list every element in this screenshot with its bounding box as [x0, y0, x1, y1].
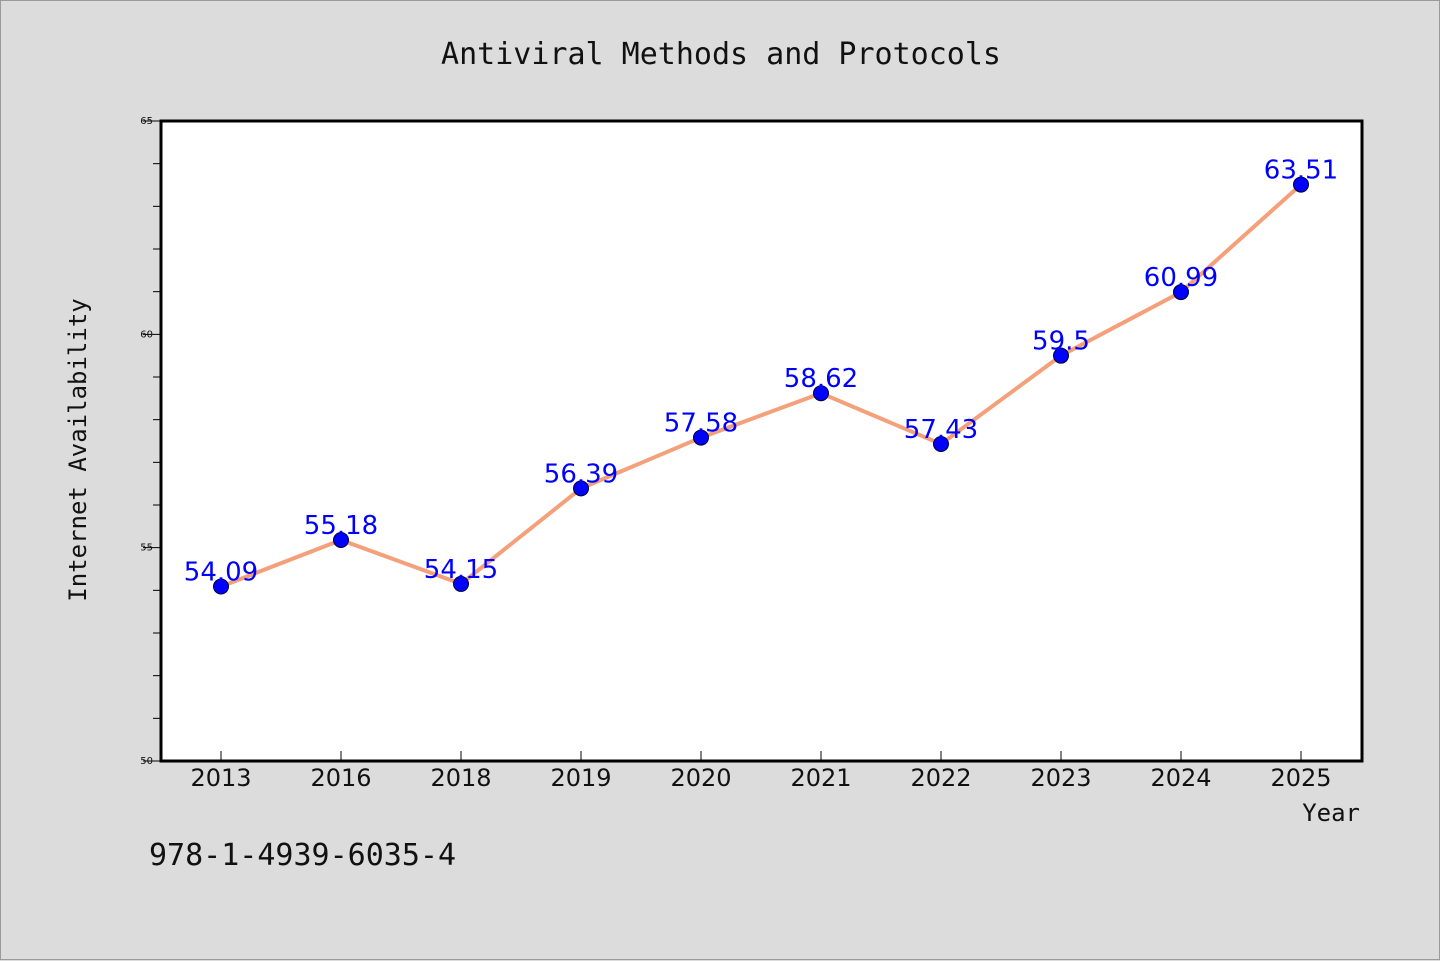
y-tick-label: 65 — [140, 116, 153, 127]
data-label: 60.99 — [1144, 263, 1218, 293]
x-tick-label: 2021 — [790, 764, 851, 792]
data-point-marker — [1053, 347, 1069, 364]
x-tick-label: 2022 — [910, 764, 971, 792]
y-axis-label: Internet Availability — [64, 298, 92, 601]
data-point-marker — [213, 578, 229, 595]
data-markers — [213, 176, 1309, 595]
x-tick-label: 2024 — [1150, 764, 1211, 792]
x-tick-label: 2025 — [1270, 764, 1331, 792]
x-tick-label: 2013 — [190, 764, 251, 792]
x-tick-label: 2019 — [550, 764, 611, 792]
x-axis-label: Year — [1302, 799, 1360, 827]
data-label: 58.62 — [784, 364, 858, 394]
series-layer — [220, 183, 1303, 589]
data-point-marker — [453, 575, 469, 592]
data-label: 63.51 — [1264, 156, 1338, 186]
data-label: 56.39 — [544, 459, 618, 489]
data-label: 57.58 — [664, 409, 738, 439]
data-point-marker — [1173, 284, 1189, 301]
y-tick-label: 60 — [140, 329, 153, 340]
x-tick-label: 2018 — [430, 764, 491, 792]
data-label: 54.09 — [184, 557, 258, 587]
x-tick-label: 2023 — [1030, 764, 1091, 792]
data-point-marker — [933, 435, 949, 452]
series-line — [220, 183, 1303, 589]
data-labels: 54.09 55.18 54.15 56.39 57.58 58.62 57.43 59.5 6… — [184, 156, 1338, 588]
x-axis-ticks: 2013 2016 2018 2019 2020 2021 2022 2023 2024 2025 — [190, 751, 1332, 792]
y-axis-ticks: 50 55 60 65 — [140, 116, 161, 767]
x-tick-label: 2016 — [310, 764, 371, 792]
isbn-text: 978-1-4939-6035-4 — [149, 838, 456, 873]
chart-title: Antiviral Methods and Protocols — [441, 37, 1001, 72]
x-tick-label: 2020 — [670, 764, 731, 792]
plot-area — [159, 119, 1364, 763]
data-point-marker — [693, 429, 709, 446]
data-label: 54.15 — [424, 555, 498, 585]
data-point-marker — [333, 531, 349, 548]
data-point-marker — [1293, 176, 1309, 193]
data-label: 55.18 — [304, 511, 378, 541]
y-tick-label: 55 — [140, 543, 153, 554]
data-point-marker — [813, 385, 829, 402]
data-point-marker — [573, 480, 589, 497]
data-label: 57.43 — [904, 415, 978, 445]
data-label: 59.5 — [1032, 327, 1090, 357]
y-tick-label: 50 — [140, 756, 153, 767]
